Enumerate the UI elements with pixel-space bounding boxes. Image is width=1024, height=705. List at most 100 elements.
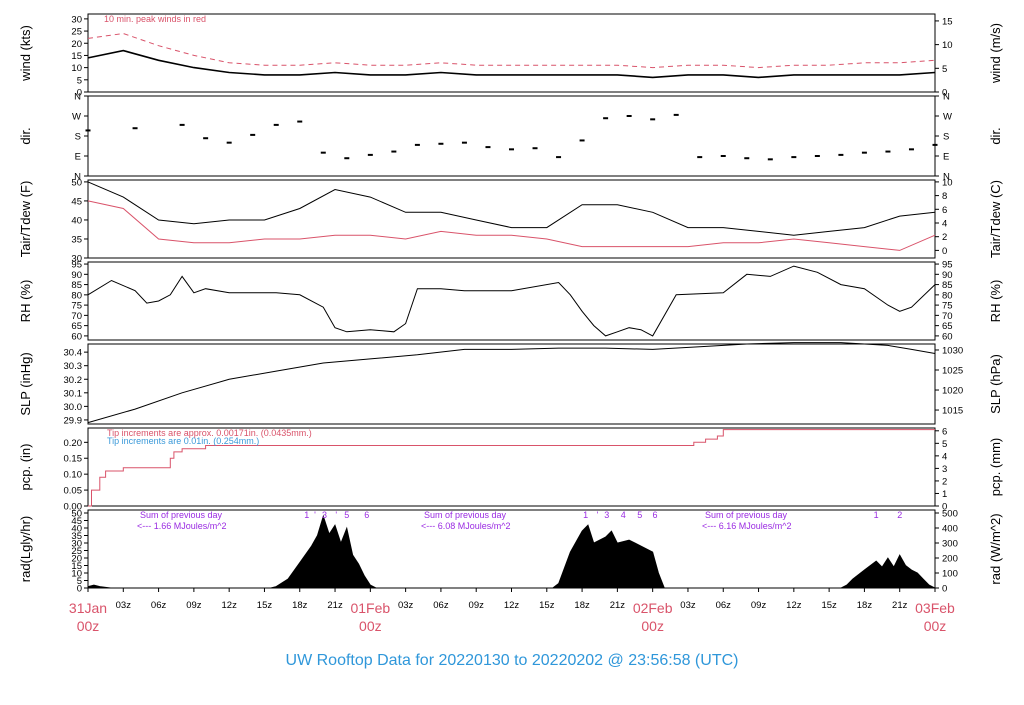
ytick-label-right-wind: 5	[942, 64, 947, 75]
ylabel-right-wind: wind (m/s)	[988, 23, 1003, 84]
ytick-label-right-rh: 90	[942, 270, 953, 281]
ytick-label-left-rh: 70	[71, 311, 82, 322]
ylabel-right-rh: RH (%)	[988, 280, 1003, 323]
day-sum-value: <--- 1.66 MJoules/m^2	[137, 521, 227, 531]
ytick-label-left-rh: 90	[71, 270, 82, 281]
ytick-label-left-wind: 30	[71, 14, 82, 25]
ytick-label-left-temp: 45	[71, 196, 82, 207]
ytick-label-right-slp: 1020	[942, 386, 963, 397]
ytick-label-right-slp: 1025	[942, 366, 963, 377]
xtick-label-day-hour: 00z	[359, 618, 382, 634]
series-line-temp-1	[87, 200, 936, 251]
ytick-label-left-dir: N	[74, 172, 81, 183]
ylabel-left-dir: dir.	[18, 127, 33, 144]
ytick-label-left-rad: 25	[71, 546, 82, 557]
day-sum-title: Sum of previous day	[424, 510, 507, 520]
ytick-label-right-slp: 1030	[942, 345, 963, 356]
ytick-label-right-wind: 0	[942, 88, 947, 99]
xtick-label-hour: 09z	[186, 600, 202, 611]
ytick-label-left-dir: N	[74, 92, 81, 103]
ylabel-right-slp: SLP (hPa)	[988, 354, 1003, 414]
ytick-label-right-temp: 6	[942, 205, 947, 216]
ytick-label-left-wind: 15	[71, 51, 82, 62]
ytick-label-left-wind: 20	[71, 39, 82, 50]
ytick-label-left-rh: 95	[71, 260, 82, 271]
ytick-label-right-rh: 95	[942, 260, 953, 271]
ytick-label-right-pcp: 5	[942, 439, 947, 450]
series-line-slp-0	[87, 342, 936, 424]
ylabel-left-slp: SLP (inHg)	[18, 352, 33, 415]
ytick-label-right-rad: 200	[942, 554, 958, 565]
series-line-rh-0	[87, 265, 936, 337]
ytick-label-left-rad: 30	[71, 539, 82, 550]
series-line-wind-0	[87, 49, 936, 79]
peak-mark-label: '	[314, 510, 316, 520]
ylabel-right-dir: dir.	[988, 127, 1003, 144]
peak-mark-label: 3	[322, 510, 327, 520]
ytick-label-right-pcp: 4	[942, 451, 947, 462]
ytick-label-right-rad: 100	[942, 569, 958, 580]
ytick-label-left-temp: 35	[71, 234, 82, 245]
series-line-pcp-0	[88, 429, 935, 507]
ytick-label-right-rh: 60	[942, 331, 953, 342]
figure-title: UW Rooftop Data for 20220130 to 20220202…	[286, 652, 739, 669]
xtick-label-hour: 15z	[539, 600, 555, 611]
xtick-label-hour: 03z	[116, 600, 132, 611]
xtick-label-hour: 18z	[574, 600, 590, 611]
ytick-label-right-temp: 0	[942, 246, 947, 257]
xtick-label-hour: 18z	[292, 600, 308, 611]
ytick-label-left-pcp: 0.15	[64, 454, 83, 465]
annotation-wind: 10 min. peak winds in red	[104, 14, 206, 24]
ytick-label-right-rad: 300	[942, 539, 958, 550]
xtick-label-hour: 09z	[469, 600, 485, 611]
ytick-label-right-dir: W	[943, 112, 952, 123]
ytick-label-left-slp: 30.4	[64, 348, 83, 359]
xtick-label-hour: 21z	[610, 600, 626, 611]
ytick-label-right-rh: 65	[942, 321, 953, 332]
ytick-label-right-dir: N	[943, 172, 950, 183]
xtick-label-hour: 09z	[751, 600, 767, 611]
ytick-label-right-temp: 4	[942, 218, 947, 229]
peak-mark-label: '	[597, 510, 599, 520]
ylabel-left-pcp: pcp. (in)	[18, 444, 33, 491]
ytick-label-left-rad: 35	[71, 531, 82, 542]
ytick-label-left-pcp: 0.05	[64, 486, 83, 497]
xtick-label-hour: 12z	[786, 600, 802, 611]
panel-frame-dir	[87, 95, 936, 177]
peak-mark-label: 2	[897, 510, 902, 520]
ytick-label-right-pcp: 1	[942, 489, 947, 500]
xtick-label-hour: 03z	[398, 600, 414, 611]
ytick-label-left-rad: 45	[71, 516, 82, 527]
ytick-label-left-pcp: 0.20	[64, 438, 83, 449]
day-sum-title: Sum of previous day	[140, 510, 223, 520]
panel-frame-rh	[87, 261, 936, 341]
xtick-label-hour: 12z	[222, 600, 238, 611]
radiation-area	[87, 514, 936, 589]
ytick-label-right-slp: 1015	[942, 406, 963, 417]
ylabel-right-rad: rad (W/m^2)	[988, 513, 1003, 584]
xtick-label-day-hour: 00z	[924, 618, 947, 634]
xtick-label-date: 02Feb	[633, 600, 673, 616]
ytick-label-right-wind: 10	[942, 40, 953, 51]
peak-mark-label: 6	[653, 510, 658, 520]
annotation-tip-exact: Tip increments are 0.01in. (0.254mm.)	[107, 436, 259, 446]
day-sum-title: Sum of previous day	[705, 510, 788, 520]
ytick-label-right-dir: S	[943, 132, 949, 143]
xtick-label-hour: 15z	[821, 600, 837, 611]
ytick-label-right-wind: 15	[942, 16, 953, 27]
ytick-label-left-slp: 30.0	[64, 402, 83, 413]
ytick-label-right-temp: 8	[942, 191, 947, 202]
peak-mark-label: '	[335, 510, 337, 520]
ytick-label-right-temp: 10	[942, 177, 953, 188]
ytick-label-left-slp: 30.3	[64, 361, 83, 372]
ylabel-left-wind: wind (kts)	[18, 25, 33, 82]
ytick-label-right-pcp: 6	[942, 426, 947, 437]
panel-frame-temp	[87, 179, 936, 259]
ytick-label-right-pcp: 0	[942, 502, 947, 513]
ytick-label-right-dir: N	[943, 92, 950, 103]
peak-mark-label: 5	[637, 510, 642, 520]
ytick-label-right-dir: E	[943, 152, 949, 163]
ytick-label-right-pcp: 3	[942, 464, 947, 475]
series-line-wind-1	[87, 32, 936, 69]
